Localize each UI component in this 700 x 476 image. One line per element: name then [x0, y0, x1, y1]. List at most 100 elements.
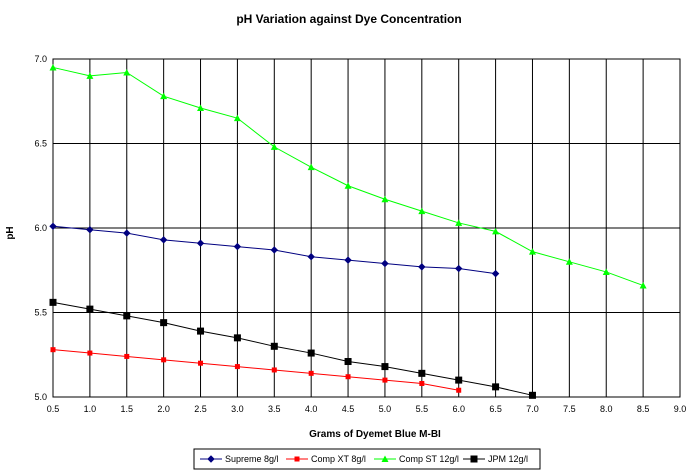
- data-point: [344, 256, 352, 264]
- y-tick-label: 5.0: [34, 392, 47, 402]
- data-point: [565, 258, 573, 265]
- x-tick-label: 5.0: [379, 404, 392, 414]
- data-point: [233, 242, 242, 251]
- series-0: [49, 222, 500, 278]
- data-point: [381, 195, 389, 203]
- x-tick-label: 2.0: [157, 404, 170, 414]
- series-2: [49, 63, 647, 289]
- data-point: [455, 376, 463, 384]
- x-tick-label: 5.5: [416, 404, 429, 414]
- data-point: [123, 312, 131, 320]
- data-point: [271, 367, 277, 373]
- x-tick-label: 6.5: [489, 404, 502, 414]
- data-point: [87, 350, 93, 356]
- legend-entry: Comp ST 12g/l: [374, 454, 459, 464]
- data-point: [161, 357, 167, 363]
- series-1: [50, 347, 462, 393]
- y-tick-label: 6.5: [34, 139, 47, 149]
- data-point: [454, 264, 463, 273]
- legend-marker: [207, 455, 215, 463]
- data-point: [233, 334, 241, 342]
- data-point: [197, 327, 205, 335]
- series-layer: [49, 63, 647, 399]
- series-line: [52, 301, 533, 396]
- data-point: [528, 248, 536, 255]
- data-point: [198, 360, 204, 366]
- x-tick-label: 0.5: [47, 404, 60, 414]
- data-point: [234, 364, 240, 370]
- y-axis-label: pH: [5, 226, 16, 239]
- data-point: [492, 227, 500, 235]
- legend-entry: JPM 12g/l: [463, 454, 528, 464]
- data-point: [270, 342, 278, 350]
- grid: [52, 58, 681, 398]
- legend-entry: Comp XT 8g/l: [286, 454, 366, 464]
- x-tick-label: 8.0: [600, 404, 613, 414]
- data-point: [308, 370, 314, 376]
- legend-box: [193, 448, 541, 470]
- data-point: [123, 69, 131, 76]
- data-point: [456, 387, 462, 393]
- data-point: [307, 349, 315, 357]
- legend-marker: [470, 455, 478, 463]
- legend-label: JPM 12g/l: [488, 454, 528, 464]
- data-point: [197, 104, 205, 112]
- x-tick-label: 2.5: [194, 404, 207, 414]
- legend-marker: [381, 455, 389, 462]
- data-point: [196, 239, 205, 247]
- x-tick-label: 7.5: [563, 404, 576, 414]
- data-point: [381, 259, 389, 268]
- data-point: [86, 305, 94, 313]
- series-3: [49, 298, 536, 399]
- y-tick-label: 7.0: [34, 54, 47, 64]
- x-tick-label: 9.0: [674, 404, 687, 414]
- y-tick-label: 5.5: [34, 308, 47, 318]
- data-point: [418, 263, 426, 271]
- data-point: [159, 236, 168, 244]
- series-line: [52, 349, 459, 391]
- data-point: [418, 369, 426, 377]
- data-point: [639, 281, 647, 289]
- data-point: [270, 246, 279, 254]
- data-point: [602, 268, 610, 275]
- data-point: [307, 253, 315, 261]
- data-point: [491, 269, 500, 278]
- chart-title: pH Variation against Dye Concentration: [236, 12, 461, 26]
- data-point: [418, 207, 426, 215]
- legend-entry: Supreme 8g/l: [200, 454, 279, 464]
- data-point: [233, 114, 241, 122]
- x-tick-label: 3.0: [231, 404, 244, 414]
- data-point: [492, 383, 500, 391]
- x-tick-label: 4.0: [305, 404, 318, 414]
- data-point: [528, 391, 536, 399]
- data-point: [382, 377, 388, 383]
- data-point: [381, 363, 389, 371]
- data-point: [455, 219, 463, 226]
- legend-marker: [294, 456, 300, 462]
- data-point: [344, 358, 352, 366]
- data-point: [344, 182, 352, 189]
- data-point: [86, 225, 94, 234]
- x-tick-label: 4.5: [342, 404, 355, 414]
- legend-label: Comp XT 8g/l: [311, 454, 366, 464]
- x-tick-label: 1.0: [84, 404, 97, 414]
- data-point: [345, 374, 351, 380]
- x-tick-label: 6.0: [452, 404, 465, 414]
- x-tick-label: 7.0: [526, 404, 539, 414]
- x-tick-label: 8.5: [637, 404, 650, 414]
- data-point: [49, 298, 57, 306]
- legend-label: Supreme 8g/l: [225, 454, 279, 464]
- data-point: [49, 222, 57, 231]
- data-point: [307, 163, 315, 171]
- data-point: [270, 143, 278, 150]
- legend-label: Comp ST 12g/l: [399, 454, 459, 464]
- x-tick-label: 3.5: [268, 404, 281, 414]
- legend: Supreme 8g/l Comp XT 8g/l Comp ST 12g/l JPM…: [193, 448, 541, 470]
- data-point: [50, 347, 56, 353]
- x-tick-label: 1.5: [121, 404, 134, 414]
- tick-labels: 0.5 1.0 1.5 2.0 2.5 3.0 3.5 4.0 4.5 5.0 5.5 6.0 6.5 7…: [34, 54, 686, 414]
- data-point: [160, 92, 168, 100]
- data-point: [160, 319, 168, 327]
- data-point: [419, 380, 425, 386]
